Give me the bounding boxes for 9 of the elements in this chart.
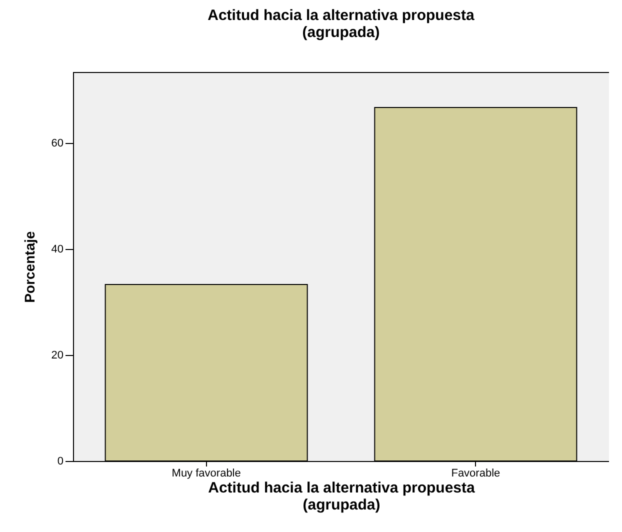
y-axis-title: Porcentaje — [21, 230, 38, 303]
x-tick-label: Muy favorable — [172, 468, 241, 480]
x-tick-label: Favorable — [451, 468, 500, 480]
y-tick-label: 40 — [51, 244, 64, 256]
y-tick-label: 0 — [57, 456, 64, 468]
y-tick-label: 60 — [51, 138, 64, 150]
y-tick-label: 20 — [51, 350, 64, 362]
x-axis-title: Actitud hacia la alternativa propuesta (agrupada) — [208, 480, 476, 514]
chart-title: Actitud hacia la alternativa propuesta (agrupada) — [208, 7, 476, 41]
